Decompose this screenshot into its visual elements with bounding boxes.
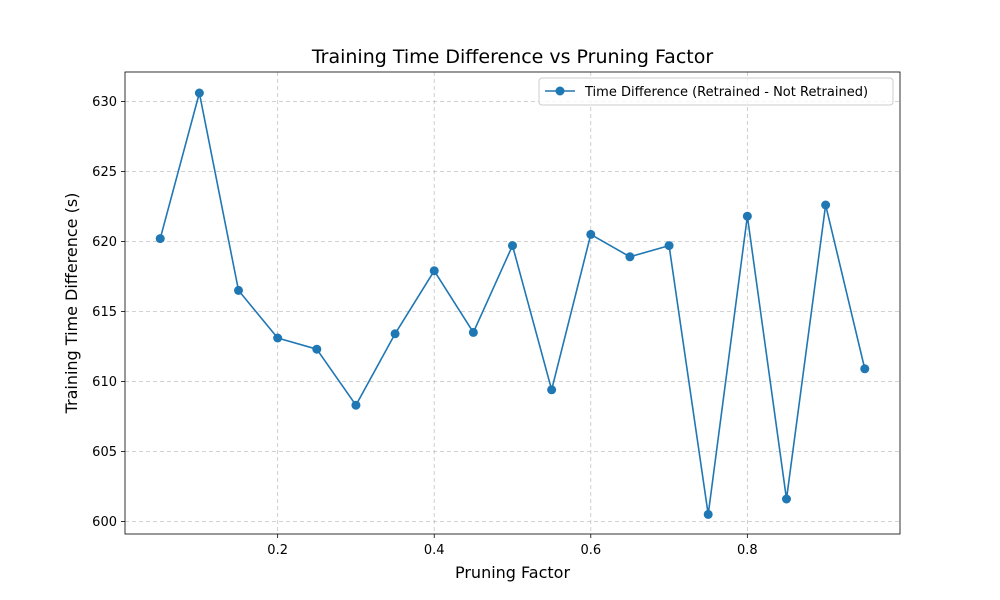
y-tick-label: 605 [92, 445, 117, 460]
axis-ticks: 0.2 0.4 0.6 0.8 600 605 610 615 620 625 630 [92, 95, 758, 558]
data-point [351, 400, 361, 410]
data-point [860, 364, 870, 374]
data-point [312, 344, 322, 354]
data-point [508, 241, 517, 251]
legend-label: Time Difference (Retrained - Not Retrain… [584, 85, 868, 100]
x-tick-label: 0.2 [267, 543, 288, 558]
data-point [194, 88, 204, 98]
chart-title: Training Time Difference vs Pruning Fact… [311, 46, 714, 68]
data-point [273, 333, 283, 343]
x-tick-label: 0.4 [424, 543, 445, 558]
legend-box [538, 77, 894, 106]
data-point [547, 385, 557, 395]
data-point [781, 494, 791, 504]
data-point [234, 285, 244, 295]
legend-marker-swatch [555, 86, 565, 96]
y-tick-label: 625 [92, 165, 117, 180]
x-tick-label: 0.6 [580, 543, 601, 558]
data-point [742, 211, 752, 221]
data-point [664, 241, 674, 251]
legend: Time Difference (Retrained - Not Retrain… [538, 77, 894, 106]
y-tick-label: 610 [92, 375, 117, 390]
data-point [429, 266, 439, 276]
data-point [468, 327, 478, 337]
data-point [155, 234, 165, 244]
y-axis-label: Training Time Difference (s) [62, 193, 81, 415]
x-axis-label: Pruning Factor [455, 563, 570, 582]
y-tick-label: 620 [92, 235, 117, 250]
data-point [390, 329, 400, 339]
y-tick-label: 615 [92, 305, 117, 320]
data-point [703, 509, 713, 519]
y-tick-label: 630 [92, 95, 117, 110]
data-point [586, 229, 596, 239]
data-point [821, 200, 831, 210]
x-tick-label: 0.8 [737, 543, 758, 558]
data-point [625, 252, 635, 262]
series-layer [155, 88, 870, 519]
plot-area-frame [124, 71, 901, 535]
y-tick-label: 600 [92, 515, 117, 530]
